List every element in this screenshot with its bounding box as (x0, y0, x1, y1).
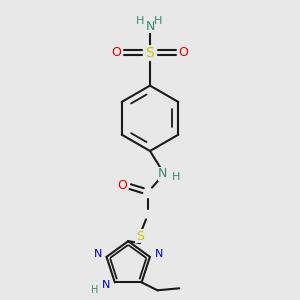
Text: H: H (172, 172, 180, 182)
Text: O: O (111, 46, 121, 59)
Text: N: N (154, 249, 163, 259)
Text: H: H (136, 16, 144, 26)
Text: O: O (117, 179, 127, 192)
Text: H: H (91, 285, 99, 295)
Text: N: N (158, 167, 168, 180)
Text: H: H (154, 16, 162, 26)
Text: O: O (179, 46, 189, 59)
Text: N: N (102, 280, 110, 290)
Text: N: N (93, 249, 102, 259)
Text: N: N (145, 20, 155, 33)
Text: S: S (136, 230, 144, 243)
Text: S: S (146, 46, 154, 60)
